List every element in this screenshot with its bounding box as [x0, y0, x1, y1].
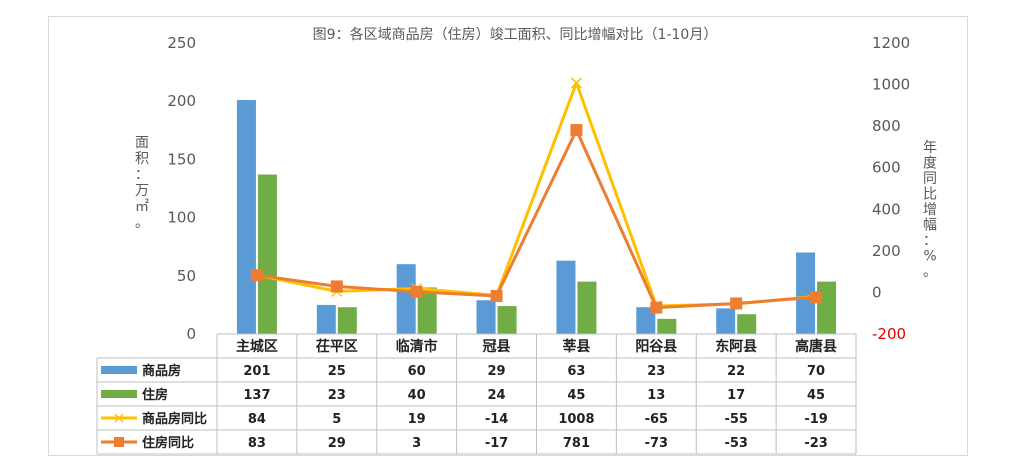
right-tick-label: 600: [872, 159, 901, 177]
marker-住房同比: [490, 289, 503, 302]
category-label: 茌平区: [316, 338, 358, 355]
marker-商品房同比: [570, 77, 582, 89]
table-cell: -65: [645, 412, 669, 427]
table-cell: 23: [647, 364, 665, 379]
bar-商品房: [636, 307, 656, 334]
bar-住房: [257, 174, 277, 334]
bar-商品房: [716, 308, 736, 334]
table-cell: -73: [645, 436, 669, 451]
right-tick-label: 1200: [872, 34, 910, 52]
bar-商品房: [236, 100, 256, 334]
right-tick-label: -200: [872, 325, 906, 343]
right-tick-label: 0: [872, 283, 882, 301]
table-cell: -55: [724, 412, 748, 427]
chart-frame: [48, 16, 968, 456]
table-cell: 45: [807, 388, 825, 403]
table-cell: 29: [488, 364, 506, 379]
left-tick-label: 100: [167, 209, 196, 227]
table-cell: 17: [727, 388, 745, 403]
legend-key-住房: [101, 390, 137, 398]
table-cell: 3: [412, 436, 421, 451]
table-cell: 70: [807, 364, 825, 379]
left-tick-label: 150: [167, 150, 196, 168]
bar-住房: [337, 307, 357, 334]
category-label: 阳谷县: [635, 339, 677, 355]
bar-商品房: [476, 300, 496, 334]
marker-住房同比: [810, 291, 823, 304]
bar-住房: [497, 306, 517, 334]
table-cell: 63: [567, 364, 585, 379]
right-tick-label: 800: [872, 117, 901, 135]
legend-label-商品房: 商品房: [142, 363, 181, 379]
table-cell: 19: [408, 412, 426, 427]
table-cell: 40: [408, 388, 426, 403]
category-label: 高唐县: [795, 338, 837, 355]
table-cell: -53: [724, 436, 748, 451]
bar-住房: [737, 314, 757, 334]
right-tick-label: 200: [872, 242, 901, 260]
category-label: 东阿县: [715, 338, 757, 355]
legend-label-住房同比: 住房同比: [142, 435, 194, 451]
marker-住房同比: [570, 124, 583, 137]
right-tick-label: 400: [872, 200, 901, 218]
left-tick-label: 0: [186, 325, 196, 343]
bar-住房: [657, 318, 677, 334]
marker-住房同比: [330, 280, 343, 293]
bar-商品房: [556, 260, 576, 334]
table-cell: 25: [328, 364, 346, 379]
chart-title: 图9：各区域商品房（住房）竣工面积、同比增幅对比（1-10月）: [313, 27, 718, 43]
table-cell: 84: [248, 412, 266, 427]
table-cell: 24: [488, 388, 506, 403]
table-cell: 781: [563, 436, 590, 451]
legend-label-住房: 住房: [142, 387, 168, 403]
table-cell: 13: [647, 388, 665, 403]
category-label: 临清市: [396, 338, 438, 355]
legend-key-商品房: [101, 366, 137, 374]
table-cell: 45: [567, 388, 585, 403]
marker-住房同比: [730, 297, 743, 310]
bar-商品房: [796, 252, 816, 334]
table-cell: 5: [332, 412, 341, 427]
category-label: 冠县: [483, 339, 511, 355]
right-tick-label: 1000: [872, 76, 910, 94]
left-tick-label: 250: [167, 34, 196, 52]
table-cell: 83: [248, 436, 266, 451]
bar-住房: [817, 281, 837, 334]
bar-商品房: [396, 264, 416, 334]
category-label: 莘县: [562, 338, 590, 355]
left-axis-title: 面积：万㎡。: [135, 135, 149, 231]
bar-住房: [417, 287, 437, 334]
table-cell: -14: [485, 412, 509, 427]
left-tick-label: 50: [177, 267, 196, 285]
table-cell: 137: [243, 388, 270, 403]
bar-住房: [577, 281, 597, 334]
line-住房同比: [256, 128, 817, 310]
table-cell: -19: [804, 412, 828, 427]
table-cell: -17: [485, 436, 509, 451]
bar-商品房: [316, 304, 336, 334]
marker-住房同比: [650, 301, 663, 314]
table-cell: 201: [243, 364, 270, 379]
marker-住房同比: [250, 269, 263, 282]
marker-住房同比: [410, 285, 423, 298]
legend-marker-住房同比: [114, 437, 124, 447]
legend-label-商品房同比: 商品房同比: [142, 411, 207, 427]
left-tick-label: 200: [167, 92, 196, 110]
line-商品房同比: [256, 81, 817, 308]
table-cell: 22: [727, 364, 745, 379]
legend-marker-商品房同比: [114, 413, 124, 423]
table-cell: -23: [804, 436, 828, 451]
table-cell: 60: [408, 364, 426, 379]
table-cell: 29: [328, 436, 346, 451]
table-cell: 1008: [558, 412, 594, 427]
right-axis-title: 年度同比增幅：%。: [923, 140, 937, 280]
table-cell: 23: [328, 388, 346, 403]
category-label: 主城区: [236, 338, 278, 355]
